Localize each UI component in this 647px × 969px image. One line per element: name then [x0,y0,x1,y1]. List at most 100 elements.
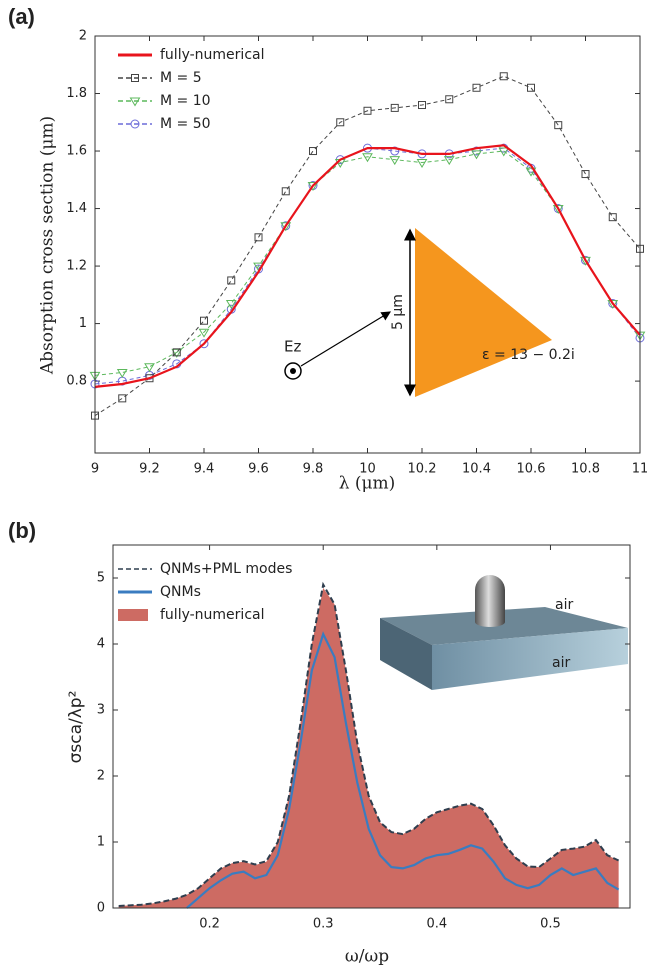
marker [307,182,319,192]
x-tick-label: 10.6 [517,462,546,477]
marker [527,83,535,92]
panel-label: (b) [8,518,36,543]
marker [227,276,236,285]
marker [199,339,209,349]
area [118,587,619,908]
legend-label: QNMs [160,584,201,600]
marker [309,147,317,156]
y-tick-label: 2 [79,29,87,44]
marker [443,156,455,166]
legend-label: M = 10 [160,93,211,109]
marker [336,118,345,127]
marker [363,106,372,115]
legend-marker [131,74,139,82]
x-axis-label: ω/ωp [345,947,389,967]
x-axis-label: λ (μm) [339,474,396,494]
legend-swatch [118,609,148,621]
marker [390,146,400,156]
marker [118,394,127,403]
annotation: 5 μm [390,294,406,330]
line [94,75,641,417]
marker [608,213,617,222]
marker [552,205,564,215]
legend-label: fully-numerical [160,47,264,63]
x-tick-label: 9 [91,462,99,477]
panel-label: (a) [8,4,35,29]
slab-side [380,618,432,690]
y-axis-label: Absorption cross section (μm) [38,116,58,375]
marker [554,121,563,130]
legend-label: fully-numerical [160,607,264,623]
legend-label: M = 50 [160,116,211,132]
marker [445,95,454,104]
x-tick-label: 9.8 [303,462,324,477]
legend-marker [130,119,140,129]
marker [144,363,155,373]
annotation: air [555,597,573,613]
y-tick-label: 1.4 [66,201,87,216]
x-tick-label: 0.2 [199,917,220,932]
y-tick-label: 1.2 [66,259,87,274]
inset-a [284,228,552,397]
plot-frame [112,544,631,909]
line [94,150,641,376]
x-tick-label: 10 [359,462,376,477]
marker [580,256,591,266]
marker [581,170,590,179]
marker [225,299,237,309]
slab-top [380,607,628,645]
marker [389,156,401,166]
x-tick-label: 0.3 [313,917,334,932]
field-arrow [300,311,392,367]
y-tick-label: 0 [97,901,105,916]
marker [280,222,292,232]
legend-label: QNMs+PML modes [160,561,292,577]
line [118,581,620,908]
marker [362,153,373,163]
line [186,631,620,909]
marker [418,101,426,110]
inset-b [380,575,628,690]
legend-marker [129,97,141,107]
y-tick-label: 1 [97,835,105,850]
y-tick-label: 5 [97,571,105,586]
y-tick-label: 1.6 [66,144,87,159]
field-dot [290,368,296,374]
marker [607,299,619,309]
marker [472,83,481,92]
marker [200,316,208,325]
annotation: ε = 13 − 0.2i [482,347,575,363]
slab-front [432,628,628,690]
x-tick-label: 9.2 [139,462,160,477]
y-tick-label: 0.8 [66,374,87,389]
annotation: air [552,655,570,671]
marker [172,348,181,357]
y-tick-label: 1 [79,316,87,331]
marker [281,187,290,196]
y-tick-label: 2 [97,769,105,784]
x-tick-label: 10.4 [462,462,491,477]
triangle [415,228,552,397]
line [94,144,641,388]
x-tick-label: 10.2 [408,462,437,477]
x-tick-label: 0.5 [540,917,561,932]
y-tick-label: 1.8 [66,86,87,101]
legend-label: M = 5 [160,70,202,86]
field-circle [284,362,302,380]
marker [198,328,210,338]
marker [390,103,399,112]
marker [499,72,508,81]
y-tick-label: 3 [97,703,105,718]
annotation: Ez [284,338,301,356]
x-tick-label: 11 [632,462,647,477]
x-tick-label: 10.8 [571,462,600,477]
plot-frame [94,35,641,454]
marker [254,233,263,242]
pillar [475,575,505,627]
y-axis-label: σsca/λp² [66,691,86,764]
x-tick-label: 9.6 [248,462,269,477]
marker [471,150,482,160]
marker [416,159,428,169]
y-tick-label: 4 [97,637,105,652]
